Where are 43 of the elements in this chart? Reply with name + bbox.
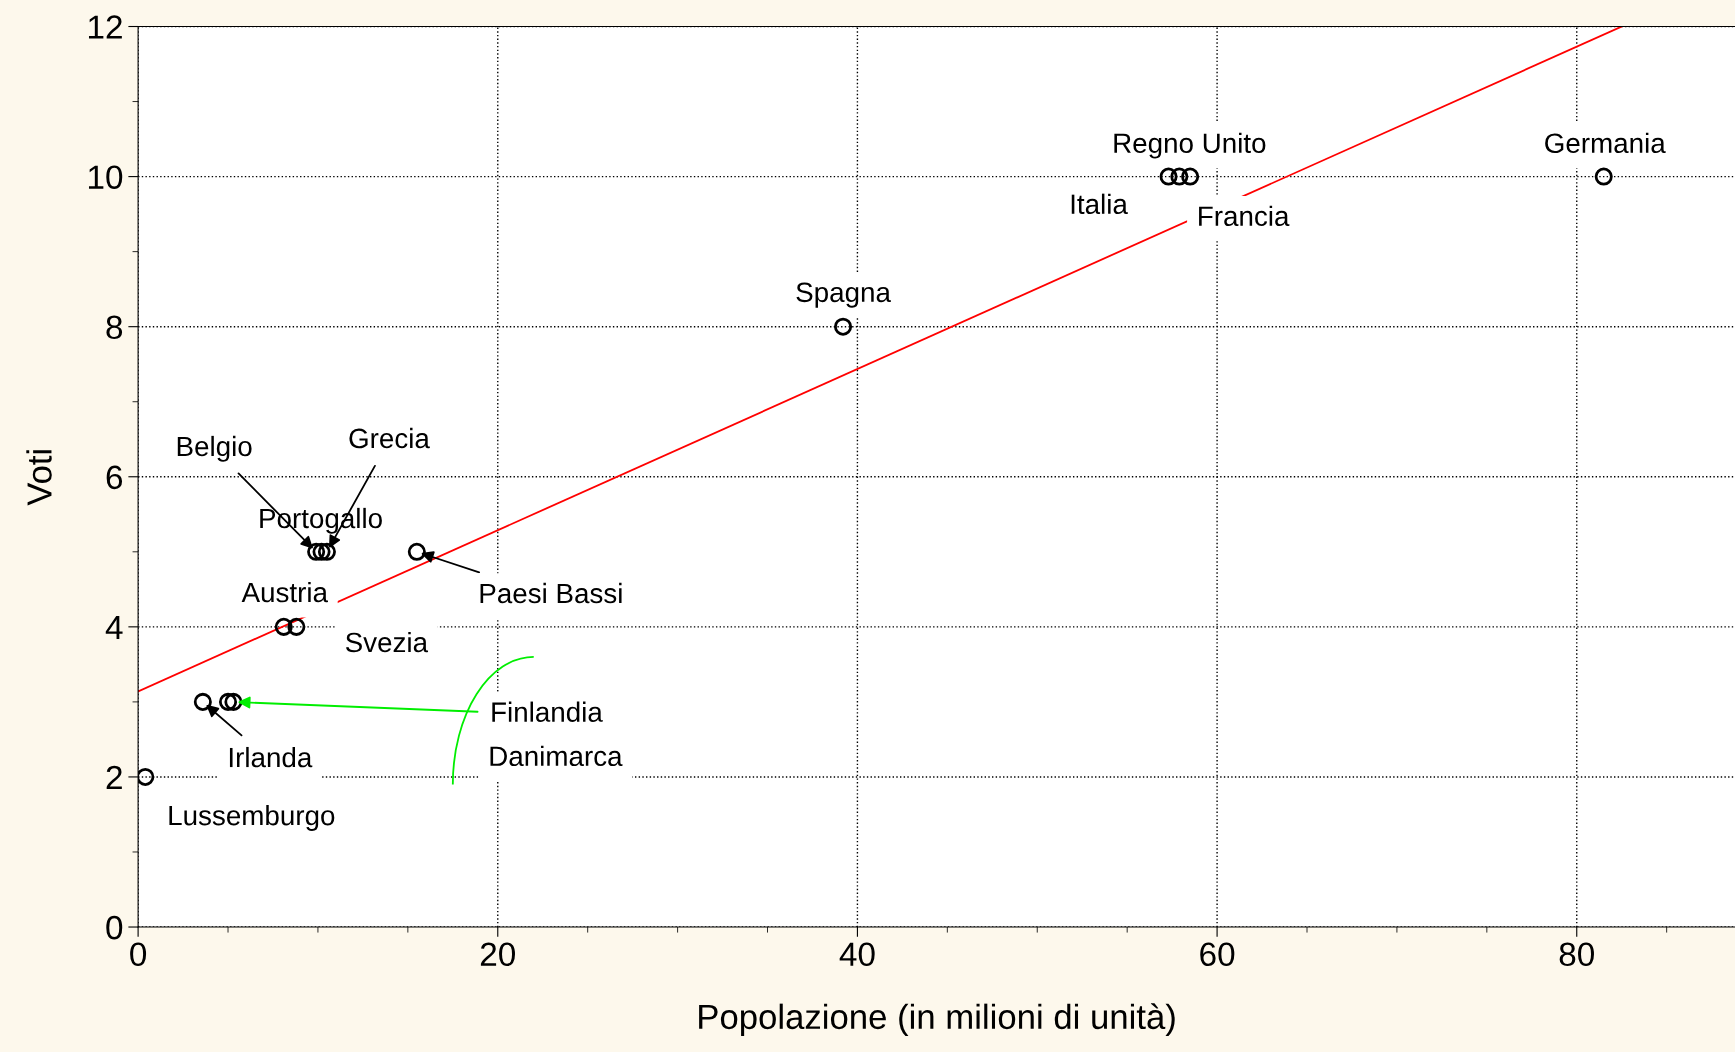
x-tick-label: 20 (480, 942, 515, 967)
point (138, 767, 155, 786)
y-tick-label: 6 (106, 465, 123, 490)
y-tick-label: 12 (88, 15, 122, 39)
y-tick-label: 0 (106, 915, 123, 940)
y-tick-label: 10 (88, 165, 123, 189)
x-tick-label: 40 (839, 942, 875, 967)
annotation: Francia (1199, 205, 1290, 227)
annotation: Regno Unito (1114, 132, 1266, 159)
y-axis-title: Voti (26, 450, 52, 506)
point (307, 542, 326, 561)
annotation: Finlandia (492, 701, 603, 722)
x-axis-title: Popolazione (in milioni di unità) (699, 1003, 1175, 1037)
annotation: Spagna (796, 282, 891, 308)
annotation: Danimarca (490, 745, 623, 767)
y-tick-label: 2 (106, 765, 122, 790)
y-tick-label: 4 (105, 616, 123, 639)
point (1159, 167, 1178, 186)
x-tick-label: 60 (1200, 942, 1235, 967)
x-tick-label: 80 (1559, 942, 1594, 967)
annotation: Paesi Bassi (480, 582, 622, 604)
annotation: Germania (1545, 132, 1666, 154)
point (834, 317, 853, 336)
point (312, 542, 331, 561)
point (317, 542, 336, 561)
annotation: Italia (1071, 193, 1128, 215)
point (218, 692, 238, 711)
y-tick-label: 8 (106, 315, 123, 340)
point (287, 617, 306, 636)
point (274, 617, 293, 636)
point (407, 542, 426, 561)
annotation: Austria (241, 581, 328, 603)
x-tick-label: 0 (130, 942, 147, 967)
annotation: Belgio (177, 435, 252, 462)
annotation: Irlanda (229, 746, 313, 768)
annotation: Grecia (349, 427, 430, 449)
point (193, 692, 212, 711)
annotation: Lussemburgo (169, 804, 335, 831)
point (1170, 167, 1189, 186)
annotation: Svezia (345, 631, 429, 653)
point (1594, 167, 1613, 186)
point (1181, 167, 1200, 186)
point (224, 692, 243, 711)
